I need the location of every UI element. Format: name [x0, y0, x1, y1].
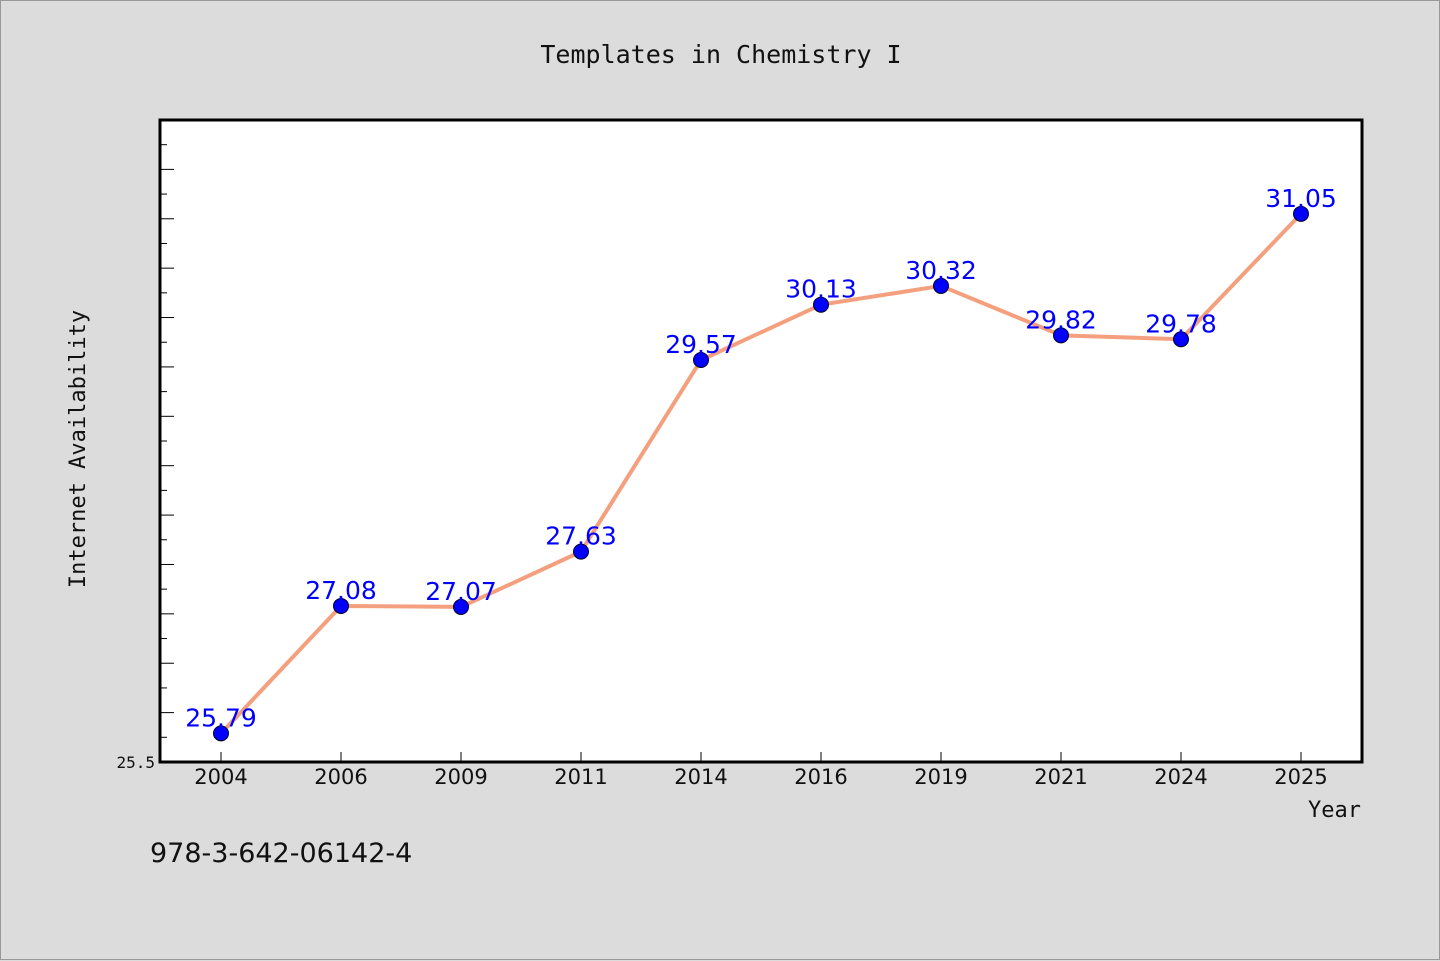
data-point	[813, 296, 829, 313]
data-label: 29.57	[665, 330, 737, 359]
chart-title: Templates in Chemistry I	[540, 40, 901, 69]
x-tick-label: 2011	[554, 765, 607, 789]
data-label: 31.05	[1265, 184, 1337, 213]
data-point	[1173, 331, 1189, 348]
x-tick-label: 2014	[674, 765, 727, 789]
data-label: 30.32	[905, 256, 977, 285]
y-axis-label: Internet Availability	[66, 310, 91, 588]
x-tick-label: 2019	[914, 765, 967, 789]
data-label: 30.13	[785, 275, 857, 304]
y-axis-ticks: 25.5	[116, 119, 174, 772]
data-label: 27.07	[425, 577, 497, 606]
x-tick-label: 2016	[794, 765, 847, 789]
data-label: 27.63	[545, 522, 617, 551]
x-axis-ticks: 2004 2006 2009 2011 2014 2016 2019 2021 2024 2025	[194, 752, 1328, 789]
data-point	[1053, 327, 1069, 344]
x-tick-label: 2024	[1154, 765, 1207, 789]
x-axis-label: Year	[1308, 798, 1361, 823]
series-layer	[213, 205, 1309, 742]
x-tick-label: 2009	[434, 765, 487, 789]
plot-area	[158, 118, 1364, 764]
y-tick-label: 25.5	[116, 753, 155, 772]
data-label: 27.08	[305, 576, 377, 605]
x-tick-label: 2021	[1034, 765, 1087, 789]
data-label: 25.79	[185, 703, 257, 732]
data-label: 29.82	[1025, 305, 1097, 334]
x-tick-label: 2004	[194, 765, 247, 789]
x-tick-label: 2025	[1274, 765, 1327, 789]
x-tick-label: 2006	[314, 765, 367, 789]
data-point	[693, 352, 709, 369]
data-point	[213, 725, 229, 742]
data-point	[333, 597, 349, 614]
data-point	[933, 277, 949, 294]
data-point	[1293, 205, 1309, 222]
data-labels: 25.79 27.08 27.07 27.63 29.57 30.13 30.32 29.82…	[185, 184, 1337, 733]
data-point	[573, 543, 589, 560]
data-label: 29.78	[1145, 309, 1217, 338]
data-point	[453, 598, 469, 615]
series-line	[219, 212, 1303, 735]
isbn-text: 978-3-642-06142-4	[150, 838, 412, 869]
